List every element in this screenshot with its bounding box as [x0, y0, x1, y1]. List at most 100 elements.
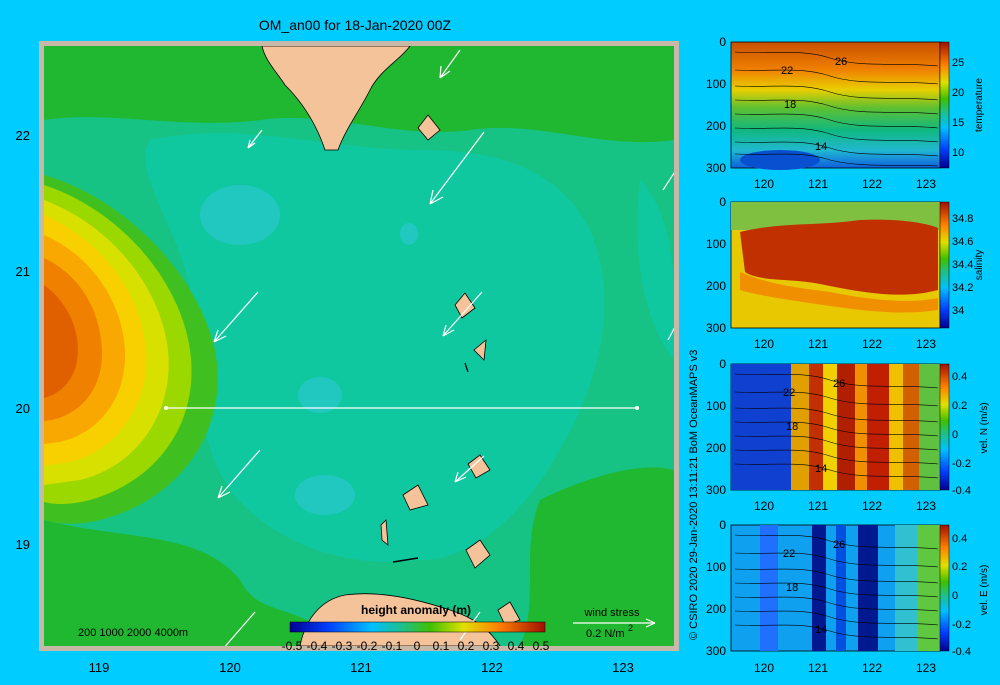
- island-sliver-2: [464, 362, 469, 373]
- height-colorbar-ramp: [289, 621, 546, 633]
- vel-e-contour-label: 22: [783, 548, 795, 560]
- vel-n-contour-label: 22: [783, 387, 795, 399]
- salinity-colorbar-tick: 34.4: [952, 259, 973, 271]
- y-tick-label: 100: [706, 237, 726, 251]
- vel-n-x-ticks: 120 121 122 123: [754, 499, 936, 513]
- y-tick-label: 200: [706, 119, 726, 133]
- vel-e-band-4: [858, 525, 878, 651]
- vel-n-contour-label: 14: [815, 463, 827, 475]
- anomaly-region-green-south: [44, 520, 340, 646]
- salinity-high-core: [740, 219, 938, 295]
- section-end-marker: [635, 406, 639, 410]
- height-colorbar-tick: -0.3: [332, 639, 353, 653]
- vel-e-y-ticks: 0 100 200 300: [706, 518, 726, 658]
- vel-e-band-3: [836, 525, 846, 651]
- anomaly-low-4: [295, 475, 355, 515]
- anomaly-low-3: [298, 377, 342, 413]
- vel-n-band-6: [867, 364, 889, 490]
- temperature-y-ticks: 0 100 200 300: [706, 35, 726, 175]
- map-x-tick-label: 119: [89, 660, 110, 675]
- vel-e-colorbar-tick: 0.4: [952, 533, 967, 545]
- x-tick-label: 123: [916, 661, 936, 675]
- x-tick-label: 123: [916, 337, 936, 351]
- map-y-tick-label: 19: [16, 537, 30, 552]
- vel-n-band-7: [889, 364, 903, 490]
- temperature-field: [730, 41, 941, 169]
- temperature-contour-label: 18: [784, 99, 796, 111]
- map-x-axis: 119 120 121 122 123: [89, 660, 634, 675]
- temperature-colorbar-tick: 25: [952, 57, 964, 69]
- wind-vector: [439, 49, 461, 79]
- vel-n-contours: [734, 373, 939, 479]
- salinity-y-ticks: 0 100 200 300: [706, 195, 726, 335]
- y-tick-label: 100: [706, 399, 726, 413]
- map-y-tick-label: 21: [16, 264, 30, 279]
- vel-n-band-4: [837, 364, 855, 490]
- island-2: [454, 292, 476, 319]
- height-colorbar-tick: 0.1: [433, 639, 450, 653]
- vel-e-contours: [734, 534, 939, 640]
- vel-n-band-8: [903, 364, 919, 490]
- map-y-tick-label: 22: [16, 128, 30, 143]
- vel-n-colorbar-tick: 0.4: [952, 371, 967, 383]
- y-tick-label: 300: [706, 321, 726, 335]
- vel-n-contour-label: 26: [833, 378, 845, 390]
- map-x-tick-label: 121: [350, 660, 372, 675]
- anomaly-low-2: [400, 223, 418, 245]
- y-tick-label: 200: [706, 602, 726, 616]
- y-tick-label: 200: [706, 441, 726, 455]
- map-plot-area: [39, 41, 679, 651]
- map-x-tick-label: 122: [481, 660, 503, 675]
- vel-e-band-5: [895, 525, 917, 651]
- vel-n-colorbar-label: vel. N (m/s): [979, 402, 990, 453]
- anomaly-region-teal-east: [637, 180, 674, 360]
- height-colorbar-title: height anomaly (m): [361, 603, 471, 617]
- salinity-colorbar-label: salinity: [974, 250, 985, 281]
- y-tick-label: 300: [706, 483, 726, 497]
- vel-n-contour-label: 18: [786, 421, 798, 433]
- temperature-colorbar-tick: 20: [952, 87, 964, 99]
- credit-text: © CSIRO 2020 29-Jan-2020 13:11:21 BoM Oc…: [688, 350, 700, 640]
- vel-e-colorbar-tick: 0: [952, 590, 958, 602]
- wind-stress-arrow-head: [645, 618, 656, 628]
- x-tick-label: 122: [862, 499, 882, 513]
- temperature-cold-pocket: [740, 150, 820, 170]
- x-tick-label: 123: [916, 499, 936, 513]
- x-tick-label: 122: [862, 177, 882, 191]
- y-tick-label: 0: [719, 195, 726, 209]
- x-tick-label: 120: [754, 337, 774, 351]
- x-tick-label: 120: [754, 499, 774, 513]
- island-1: [417, 114, 441, 141]
- vel-e-colorbar-tick: 0.2: [952, 561, 967, 573]
- vel-n-colorbar: [939, 363, 950, 491]
- temperature-panel: 26 22 18 14 25 20 15 10 temperature 0 10…: [706, 35, 985, 191]
- map-y-axis: 22 21 20 19: [16, 128, 30, 552]
- map-x-tick-label: 123: [612, 660, 634, 675]
- wind-vector: [247, 129, 263, 149]
- wind-vector: [213, 291, 259, 343]
- temperature-colorbar-tick: 15: [952, 117, 964, 129]
- vel-n-band-5: [855, 364, 867, 490]
- x-tick-label: 120: [754, 661, 774, 675]
- island-3: [473, 339, 487, 361]
- vel-e-colorbar-tick: -0.4: [952, 646, 971, 658]
- height-colorbar-tick: 0.3: [483, 639, 500, 653]
- height-colorbar-tick: 0: [414, 639, 421, 653]
- wind-vector: [667, 327, 674, 341]
- salinity-colorbar-tick: 34.2: [952, 282, 973, 294]
- anomaly-high-bullseye: [44, 175, 218, 524]
- temperature-contour-label: 26: [835, 56, 847, 68]
- height-colorbar-tick: 0.2: [458, 639, 475, 653]
- height-colorbar-tick: 0.4: [508, 639, 525, 653]
- temperature-colorbar-tick: 10: [952, 147, 964, 159]
- x-tick-label: 121: [808, 499, 828, 513]
- vel-e-colorbar-tick: -0.2: [952, 619, 971, 631]
- y-tick-label: 100: [706, 77, 726, 91]
- wind-stress-value: 0.2 N/m: [586, 628, 625, 640]
- wind-vector: [429, 131, 485, 205]
- vel-n-colorbar-tick: 0.2: [952, 400, 967, 412]
- height-colorbar-tick: -0.1: [382, 639, 403, 653]
- vel-n-band-2: [809, 364, 823, 490]
